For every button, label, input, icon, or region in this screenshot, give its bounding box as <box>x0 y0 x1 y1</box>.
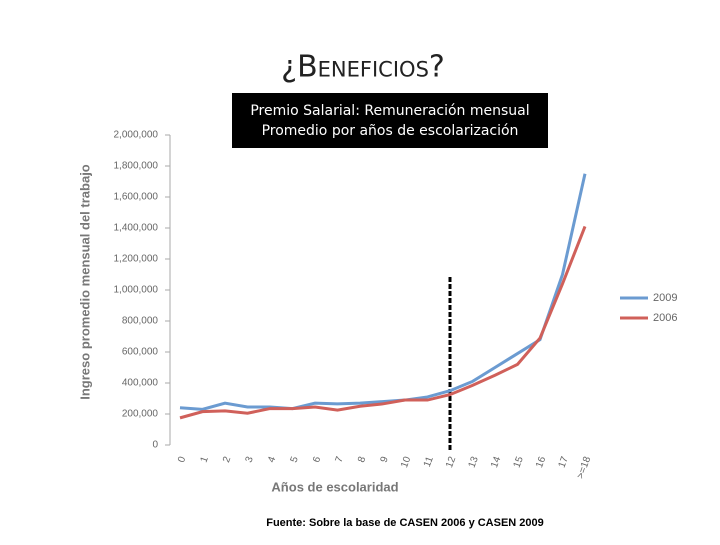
x-tick-label: 12 <box>444 455 458 470</box>
y-tick-label: 200,000 <box>122 409 159 420</box>
y-tick-label: 2,000,000 <box>114 130 159 141</box>
x-tick-label: 7 <box>334 455 346 464</box>
subtitle-box <box>232 93 548 148</box>
x-tick-label: 11 <box>422 455 436 469</box>
x-tick-label: 0 <box>176 455 188 464</box>
source: Fuente: Sobre la base de CASEN 2006 y CA… <box>266 517 544 529</box>
x-tick-label: 8 <box>356 455 368 464</box>
y-tick-label: 1,200,000 <box>114 254 159 265</box>
y-axis-title: Ingreso promedio mensual del trabajo <box>77 164 92 400</box>
series-line <box>179 173 587 411</box>
y-tick-label: 0 <box>152 440 158 451</box>
x-axis-title: Años de escolaridad <box>271 479 398 494</box>
x-tick-label: 2 <box>221 455 233 464</box>
subtitle: Premio Salarial: Remuneración mensual <box>250 103 529 119</box>
x-tick-label: 6 <box>311 455 323 464</box>
x-tick-label: 14 <box>489 455 503 470</box>
subtitle: Promedio por años de escolarización <box>262 123 519 139</box>
legend-label: 2006 <box>653 312 677 324</box>
y-tick-label: 400,000 <box>122 378 159 389</box>
x-tick-label: 16 <box>534 455 548 470</box>
y-tick-label: 1,800,000 <box>114 161 159 172</box>
y-tick-label: 1,600,000 <box>114 192 159 203</box>
y-tick-label: 800,000 <box>122 316 159 327</box>
x-tick-label: 4 <box>266 455 278 464</box>
x-tick-label: 3 <box>244 455 256 464</box>
x-tick-label: >=18 <box>575 455 593 481</box>
y-tick-label: 1,000,000 <box>114 285 159 296</box>
series-line <box>179 225 587 420</box>
x-tick-label: 9 <box>379 455 391 464</box>
x-tick-label: 5 <box>289 455 301 464</box>
x-tick-label: 10 <box>399 455 413 470</box>
legend-label: 2009 <box>653 292 677 304</box>
x-tick-label: 17 <box>557 455 571 470</box>
y-tick-label: 1,400,000 <box>114 223 159 234</box>
x-tick-label: 13 <box>467 455 481 470</box>
x-tick-label: 15 <box>512 455 526 470</box>
y-tick-label: 600,000 <box>122 347 159 358</box>
x-tick-label: 1 <box>199 455 211 464</box>
slide-title: ¿Beneficios? <box>281 50 445 85</box>
